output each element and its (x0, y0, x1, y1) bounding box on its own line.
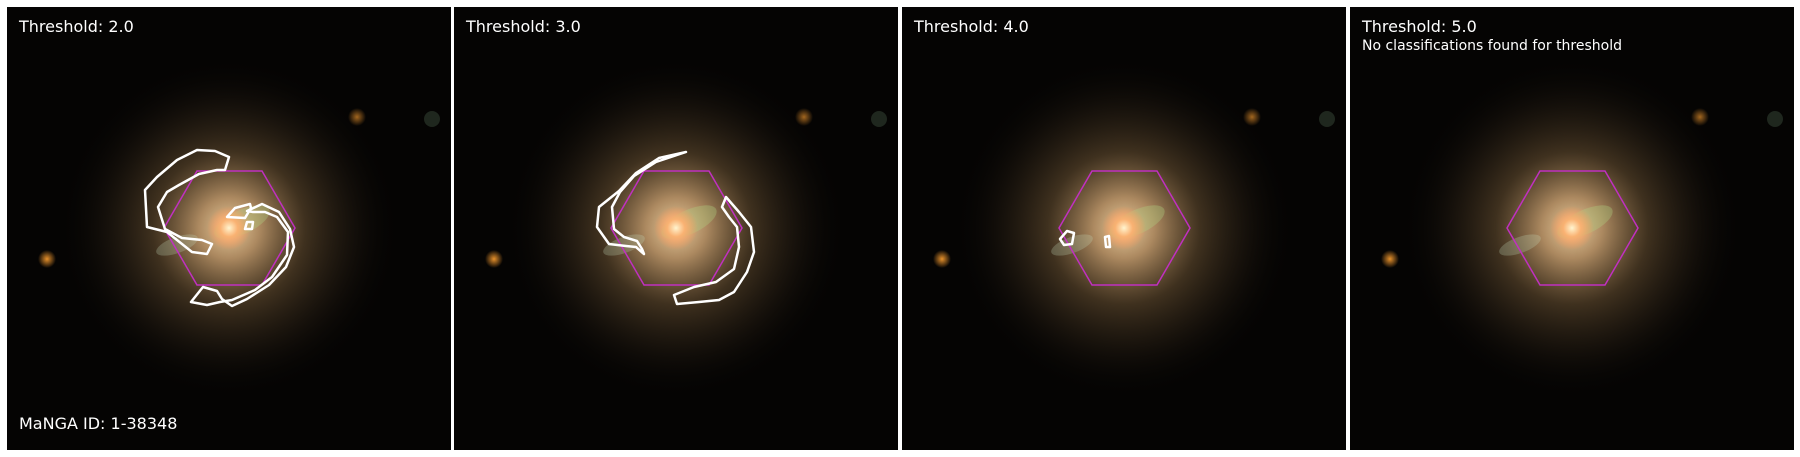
star (795, 108, 813, 126)
galaxy-panel-threshold-4: Threshold: 4.0 (902, 7, 1346, 450)
star (38, 250, 56, 268)
threshold-label: Threshold: 2.0 (19, 17, 134, 36)
star (933, 250, 951, 268)
star (1319, 111, 1335, 127)
spiral-arm-contour (595, 150, 756, 306)
threshold-label: Threshold: 4.0 (914, 17, 1029, 36)
star (424, 111, 440, 127)
galaxy-core (654, 206, 698, 250)
star (1691, 108, 1709, 126)
no-classifications-note: No classifications found for threshold (1362, 38, 1622, 54)
galaxy-image (902, 7, 1346, 450)
galaxy-image (1350, 7, 1794, 450)
galaxy-panel-threshold-5: Threshold: 5.0 No classifications found … (1350, 7, 1794, 450)
threshold-label: Threshold: 5.0 (1362, 17, 1477, 36)
star (871, 111, 887, 127)
galaxy-panel-threshold-2: Threshold: 2.0 MaNGA ID: 1-38348 (7, 7, 451, 450)
ifu-footprint-hexagon (1058, 170, 1191, 286)
star (1381, 250, 1399, 268)
galaxy-image (454, 7, 898, 450)
ifu-footprint-hexagon (1506, 170, 1639, 286)
star (485, 250, 503, 268)
spiral-arm-contour (1058, 229, 1112, 249)
threshold-label: Threshold: 3.0 (466, 17, 581, 36)
galaxy-id-label: MaNGA ID: 1-38348 (19, 414, 178, 433)
star (348, 108, 366, 126)
galaxy-image (7, 7, 451, 450)
ifu-footprint-hexagon (163, 170, 296, 286)
star (1767, 111, 1783, 127)
galaxy-core (1550, 206, 1594, 250)
star (1243, 108, 1261, 126)
galaxy-panel-threshold-3: Threshold: 3.0 (454, 7, 898, 450)
galaxy-core (1102, 206, 1146, 250)
spiral-arm-contour (143, 148, 296, 308)
